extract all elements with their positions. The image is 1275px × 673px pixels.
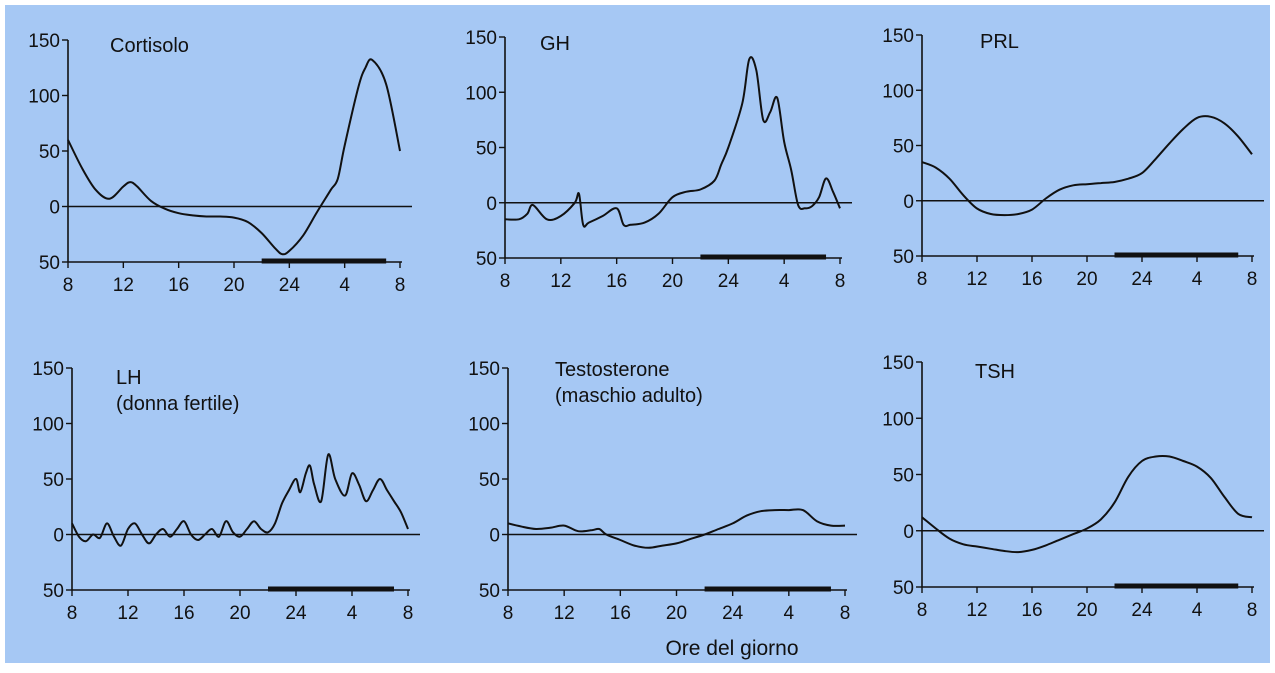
x-tick-label: 12 xyxy=(117,603,138,624)
x-tick-label: 20 xyxy=(223,275,244,296)
y-tick-label: 50 xyxy=(476,249,497,270)
x-tick-label: 8 xyxy=(917,269,928,290)
y-tick-label: 150 xyxy=(882,353,914,374)
x-tick-label: 20 xyxy=(662,271,683,292)
x-tick-label: 4 xyxy=(1192,269,1203,290)
x-tick-label: 12 xyxy=(966,269,987,290)
y-tick-label: 50 xyxy=(39,142,60,163)
x-tick-label: 4 xyxy=(779,271,790,292)
y-tick-label: 150 xyxy=(468,359,500,380)
x-tick-label: 24 xyxy=(279,275,301,296)
panel-title: Testosterone xyxy=(555,359,670,381)
panel-subtitle: (maschio adulto) xyxy=(555,385,703,407)
x-tick-label: 24 xyxy=(1131,269,1153,290)
y-tick-label: 50 xyxy=(43,581,64,602)
y-tick-label: 100 xyxy=(882,409,914,430)
panel-title: Cortisolo xyxy=(110,35,189,57)
y-tick-label: 50 xyxy=(479,470,500,491)
panel-title: PRL xyxy=(980,31,1019,53)
y-tick-label: 50 xyxy=(43,470,64,491)
x-axis-title: Ore del giorno xyxy=(665,637,798,660)
figure-background xyxy=(5,5,1270,663)
y-tick-label: 50 xyxy=(893,247,914,268)
y-tick-label: 100 xyxy=(468,415,500,436)
y-tick-label: 50 xyxy=(893,137,914,158)
panel-title: TSH xyxy=(975,361,1015,383)
y-tick-label: 150 xyxy=(32,359,64,380)
y-tick-label: 100 xyxy=(882,81,914,102)
x-tick-label: 8 xyxy=(840,603,851,624)
y-tick-label: 150 xyxy=(465,28,497,49)
series-line xyxy=(921,115,1253,217)
x-tick-label: 24 xyxy=(285,603,307,624)
x-tick-label: 4 xyxy=(1192,600,1203,621)
x-tick-label: 8 xyxy=(63,275,74,296)
y-tick-label: 150 xyxy=(28,31,60,52)
y-tick-label: 100 xyxy=(32,415,64,436)
x-tick-label: 12 xyxy=(554,603,575,624)
x-tick-label: 24 xyxy=(718,271,740,292)
y-tick-label: 50 xyxy=(39,253,60,274)
x-tick-label: 8 xyxy=(403,603,414,624)
x-tick-label: 8 xyxy=(503,603,514,624)
y-tick-label: 50 xyxy=(893,466,914,487)
x-tick-label: 8 xyxy=(500,271,511,292)
x-tick-label: 24 xyxy=(1131,600,1153,621)
y-tick-label: 0 xyxy=(903,522,914,543)
y-tick-label: 50 xyxy=(479,581,500,602)
x-tick-label: 4 xyxy=(784,603,795,624)
y-tick-label: 150 xyxy=(882,26,914,47)
x-tick-label: 16 xyxy=(168,275,189,296)
x-tick-label: 20 xyxy=(666,603,687,624)
y-tick-label: 0 xyxy=(486,194,497,215)
x-tick-label: 8 xyxy=(1247,600,1258,621)
x-tick-label: 16 xyxy=(1021,600,1042,621)
x-tick-label: 8 xyxy=(395,275,406,296)
x-tick-label: 16 xyxy=(173,603,194,624)
x-tick-label: 8 xyxy=(1247,269,1258,290)
series-line xyxy=(507,508,846,549)
x-tick-label: 12 xyxy=(550,271,571,292)
y-tick-label: 100 xyxy=(28,87,60,108)
y-tick-label: 50 xyxy=(476,139,497,160)
panel-title: LH xyxy=(116,367,142,389)
x-tick-label: 16 xyxy=(610,603,631,624)
x-tick-label: 8 xyxy=(67,603,78,624)
x-tick-label: 16 xyxy=(606,271,627,292)
x-tick-label: 20 xyxy=(1076,269,1097,290)
x-tick-label: 8 xyxy=(835,271,846,292)
x-tick-label: 20 xyxy=(1076,600,1097,621)
x-tick-label: 16 xyxy=(1021,269,1042,290)
x-tick-label: 12 xyxy=(113,275,134,296)
x-tick-label: 20 xyxy=(229,603,250,624)
x-tick-label: 8 xyxy=(917,600,928,621)
y-tick-label: 50 xyxy=(893,578,914,599)
y-tick-label: 0 xyxy=(53,526,64,547)
x-tick-label: 4 xyxy=(347,603,358,624)
y-tick-label: 0 xyxy=(489,526,500,547)
y-tick-label: 100 xyxy=(465,83,497,104)
y-tick-label: 0 xyxy=(903,192,914,213)
series-line xyxy=(921,454,1253,554)
panel-title: GH xyxy=(540,33,570,55)
series-line xyxy=(504,56,841,228)
x-tick-label: 12 xyxy=(966,600,987,621)
y-tick-label: 0 xyxy=(49,198,60,219)
x-tick-label: 24 xyxy=(722,603,744,624)
series-line xyxy=(71,453,409,547)
x-tick-label: 4 xyxy=(339,275,350,296)
series-line xyxy=(67,58,401,256)
panel-subtitle: (donna fertile) xyxy=(116,393,239,415)
